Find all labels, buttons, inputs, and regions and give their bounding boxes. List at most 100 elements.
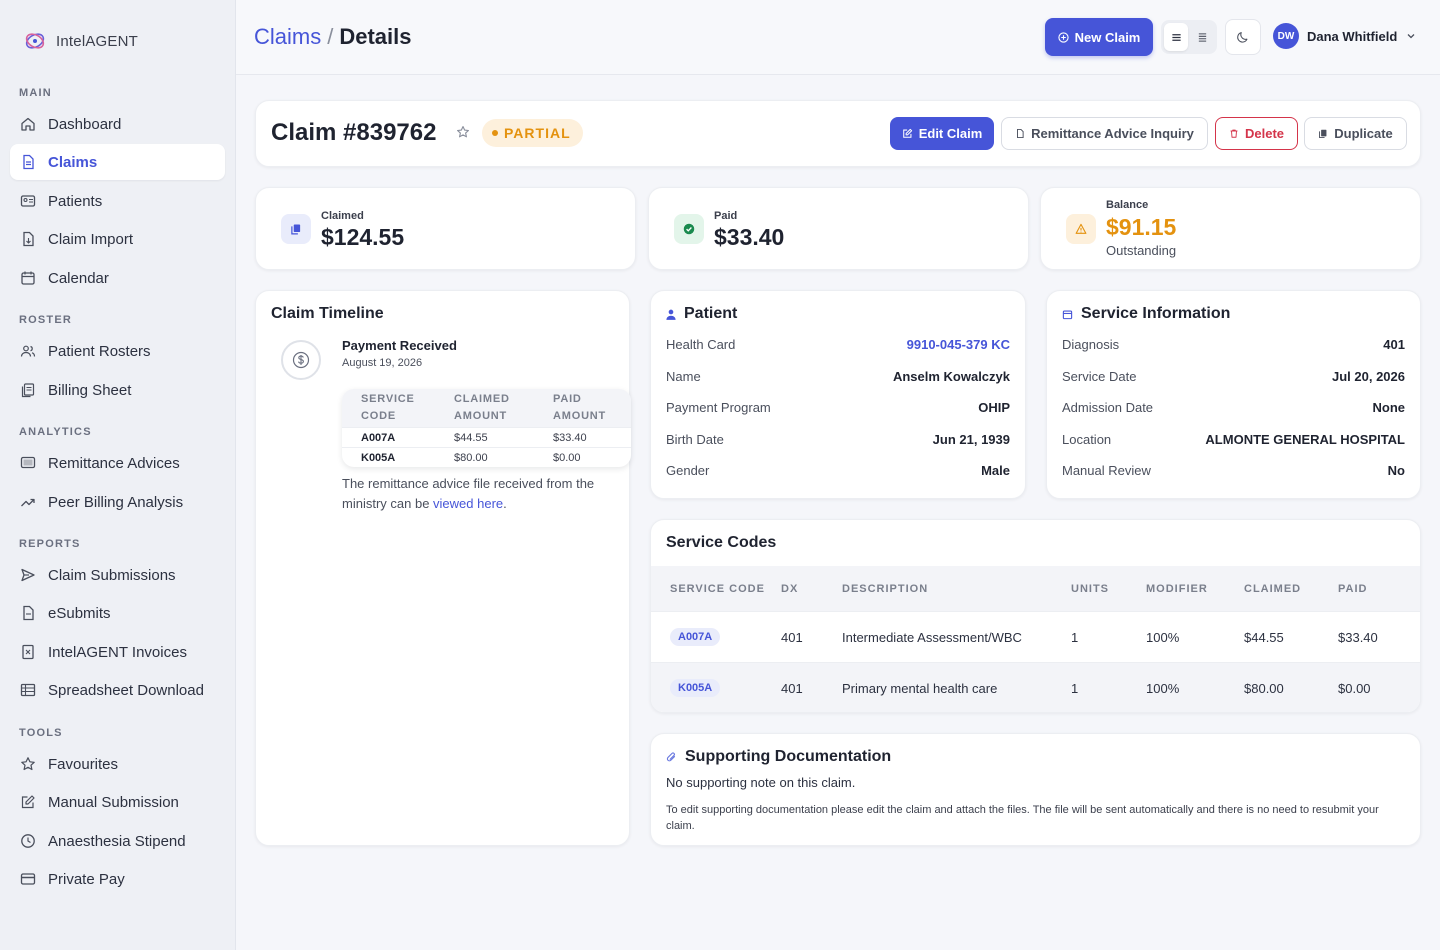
sidebar-item-private-pay[interactable]: Private Pay (10, 861, 225, 897)
status-dot (492, 130, 498, 136)
sidebar-item-label: Private Pay (48, 870, 125, 888)
field-value: Jul 20, 2026 (1332, 369, 1405, 384)
home-icon (21, 117, 35, 131)
moon-icon (1237, 32, 1248, 43)
calendar-icon (1062, 310, 1073, 319)
balance-stat-card: Balance $91.15 Outstanding (1040, 187, 1421, 270)
section-analytics: ANALYTICS (19, 426, 92, 438)
paid-icon-box (674, 214, 704, 244)
service-code-pill[interactable]: K005A (670, 679, 721, 697)
payment-breakdown-table: SERVICE CODE CLAIMED AMOUNT PAID AMOUNT … (342, 389, 631, 467)
brand[interactable]: IntelAGENT (24, 30, 138, 52)
docs-heading: Supporting Documentation (685, 748, 892, 765)
table-row: A007A $44.55 $33.40 (342, 427, 631, 447)
sidebar-item-claim-import[interactable]: Claim Import (10, 221, 225, 257)
sidebar-item-calendar[interactable]: Calendar (10, 260, 225, 296)
paid-value: $33.40 (714, 224, 785, 250)
sidebar-item-favourites[interactable]: Favourites (10, 746, 225, 782)
paid-cell: $0.00 (1338, 680, 1371, 696)
trash-icon (1230, 129, 1238, 138)
sidebar-item-claims[interactable]: Claims (10, 144, 225, 180)
user-menu[interactable]: DW Dana Whitfield (1273, 23, 1417, 49)
claimed-value: $124.55 (321, 224, 405, 250)
section-reports: REPORTS (19, 538, 81, 550)
sidebar-item-manual-submission[interactable]: Manual Submission (10, 784, 225, 820)
sidebar-item-peer-billing-analysis[interactable]: Peer Billing Analysis (10, 484, 225, 520)
claimed-icon-box (281, 214, 311, 244)
sidebar-item-label: Manual Submission (48, 793, 179, 811)
payment-program-row: Payment Program OHIP (666, 400, 1010, 415)
view-toggle (1161, 20, 1217, 54)
diagnosis-row: Diagnosis 401 (1062, 337, 1405, 352)
delete-label: Delete (1244, 126, 1285, 141)
service-code-cell: A007A (361, 431, 396, 444)
timeline-title: Claim Timeline (271, 305, 384, 323)
user-name: Dana Whitfield (1307, 28, 1398, 44)
duplicate-label: Duplicate (1334, 126, 1393, 141)
field-label: Manual Review (1062, 463, 1151, 478)
status-label: PARTIAL (504, 125, 571, 141)
new-claim-label: New Claim (1074, 29, 1141, 45)
service-code-pill[interactable]: A007A (670, 628, 721, 646)
field-label: Service Date (1062, 369, 1137, 384)
remittance-file-link[interactable]: viewed here (433, 496, 504, 511)
service-info-heading: Service Information (1081, 305, 1231, 322)
breadcrumb-separator: / (327, 24, 334, 49)
breadcrumb-claims-link[interactable]: Claims (254, 24, 322, 49)
sidebar-item-remittance-advices[interactable]: Remittance Advices (10, 445, 225, 481)
table-row: K005A 401 Primary mental health care 1 1… (651, 662, 1420, 712)
sidebar-item-billing-sheet[interactable]: Billing Sheet (10, 372, 225, 408)
gender-row: Gender Male (666, 463, 1010, 478)
status-badge: PARTIAL (482, 119, 583, 147)
favourite-star-icon[interactable] (456, 125, 470, 139)
file-import-icon (23, 231, 34, 247)
field-label: Name (666, 369, 701, 384)
paid-stat-card: Paid $33.40 (648, 187, 1029, 270)
paid-cell: $33.40 (1338, 629, 1378, 645)
column-header: DX (781, 582, 799, 595)
service-codes-heading: Service Codes (666, 534, 777, 551)
docs-note: No supporting note on this claim. (666, 775, 856, 790)
document-icon (23, 154, 34, 170)
health-card-link[interactable]: 9910-045-379 KC (906, 337, 1010, 352)
name-row: Name Anselm Kowalczyk (666, 369, 1010, 384)
manual-review-row: Manual Review No (1062, 463, 1405, 478)
dx-cell: 401 (781, 629, 803, 645)
description-cell: Intermediate Assessment/WBC (842, 629, 1022, 645)
delete-claim-button[interactable]: Delete (1215, 117, 1298, 150)
field-label: Diagnosis (1062, 337, 1120, 352)
chevron-down-icon (1407, 34, 1415, 39)
sidebar-item-intelagent-invoices[interactable]: IntelAGENT Invoices (10, 634, 225, 670)
duplicate-claim-button[interactable]: Duplicate (1304, 117, 1407, 150)
paperclip-icon (666, 752, 676, 762)
trend-up-icon (21, 498, 35, 507)
column-header: PAID (1338, 582, 1368, 595)
patient-card: Patient Health Card 9910-045-379 KC Name A… (650, 290, 1026, 499)
field-value: Anselm Kowalczyk (892, 369, 1010, 384)
location-row: Location ALMONTE GENERAL HOSPITAL (1062, 432, 1405, 447)
sidebar-item-patients[interactable]: Patients (10, 183, 225, 219)
claimed-cell: $80.00 (1244, 680, 1284, 696)
new-claim-button[interactable]: New Claim (1045, 18, 1153, 56)
modifier-cell: 100% (1146, 629, 1180, 645)
list-view-button[interactable] (1164, 23, 1188, 51)
sidebar-item-anaesthesia-stipend[interactable]: Anaesthesia Stipend (10, 823, 225, 859)
calendar-icon (21, 271, 35, 285)
compact-view-button[interactable] (1190, 23, 1214, 51)
sidebar-item-dashboard[interactable]: Dashboard (10, 106, 225, 142)
service-codes-table: SERVICE CODE DX DESCRIPTION UNITS MODIFI… (651, 566, 1420, 712)
sidebar-item-claim-submissions[interactable]: Claim Submissions (10, 557, 225, 593)
balance-label: Balance (1106, 199, 1149, 211)
field-label: Health Card (666, 337, 736, 352)
edit-claim-button[interactable]: Edit Claim (890, 117, 994, 150)
theme-toggle-button[interactable] (1225, 19, 1261, 55)
star-icon (21, 757, 35, 771)
dollar-icon (292, 351, 310, 369)
section-roster: ROSTER (19, 314, 73, 326)
sidebar-item-patient-rosters[interactable]: Patient Rosters (10, 333, 225, 369)
sidebar-item-spreadsheet-download[interactable]: Spreadsheet Download (10, 672, 225, 708)
remittance-advice-inquiry-button[interactable]: Remittance Advice Inquiry (1001, 117, 1208, 150)
sidebar-item-esubmits[interactable]: eSubmits (10, 595, 225, 631)
claim-timeline-card: Claim Timeline Payment Received August 1… (255, 290, 631, 846)
copy-icon (291, 224, 301, 235)
